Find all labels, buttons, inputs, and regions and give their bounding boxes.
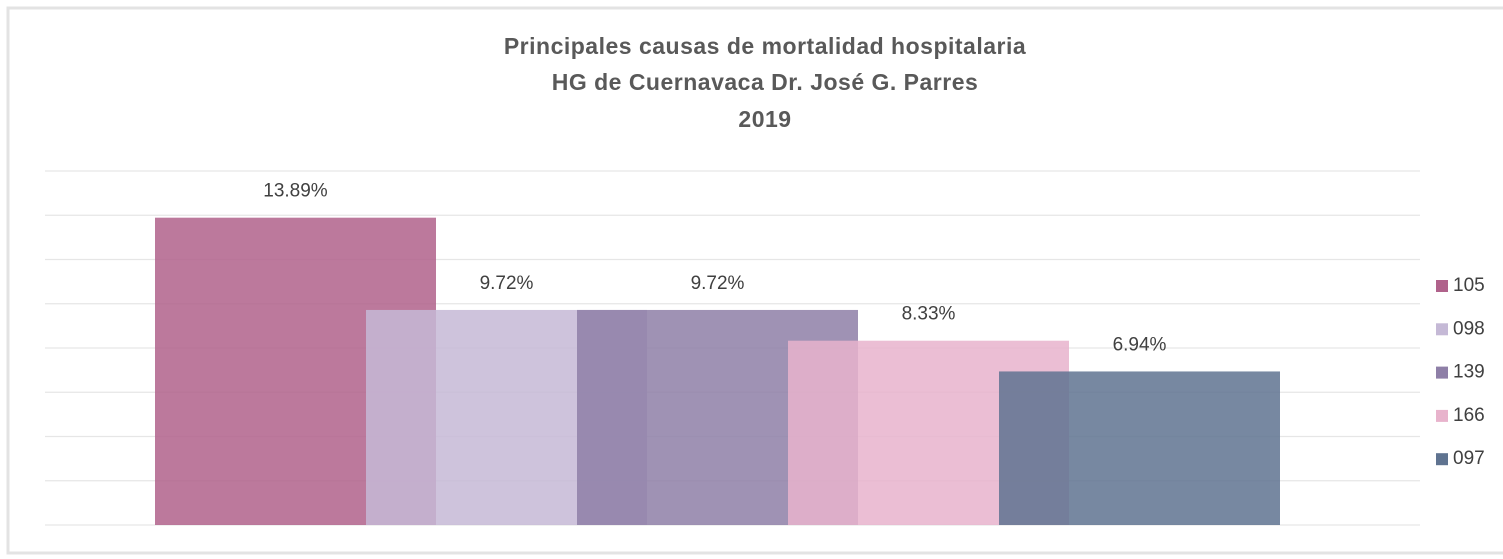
legend-swatch (1436, 280, 1448, 292)
data-label: 9.72% (691, 273, 745, 294)
legend-label: 166 (1453, 405, 1485, 426)
legend-swatch (1436, 366, 1448, 379)
legend-label: 097 (1453, 448, 1485, 469)
chart-title: HG de Cuernavaca Dr. José G. Parres (552, 69, 979, 95)
data-label: 9.72% (480, 273, 534, 294)
chart-title: 2019 (738, 106, 791, 132)
legend-swatch (1436, 453, 1448, 466)
legend-label: 139 (1453, 362, 1485, 383)
legend-swatch (1436, 323, 1448, 336)
data-label: 6.94% (1113, 334, 1167, 355)
legend-label: 098 (1453, 318, 1485, 339)
legend-label: 105 (1453, 275, 1485, 296)
chart-title: Principales causas de mortalidad hospita… (504, 33, 1026, 59)
legend-swatch (1436, 409, 1448, 422)
bar (999, 371, 1280, 525)
data-label: 8.33% (902, 304, 956, 325)
data-label: 13.89% (263, 181, 328, 202)
